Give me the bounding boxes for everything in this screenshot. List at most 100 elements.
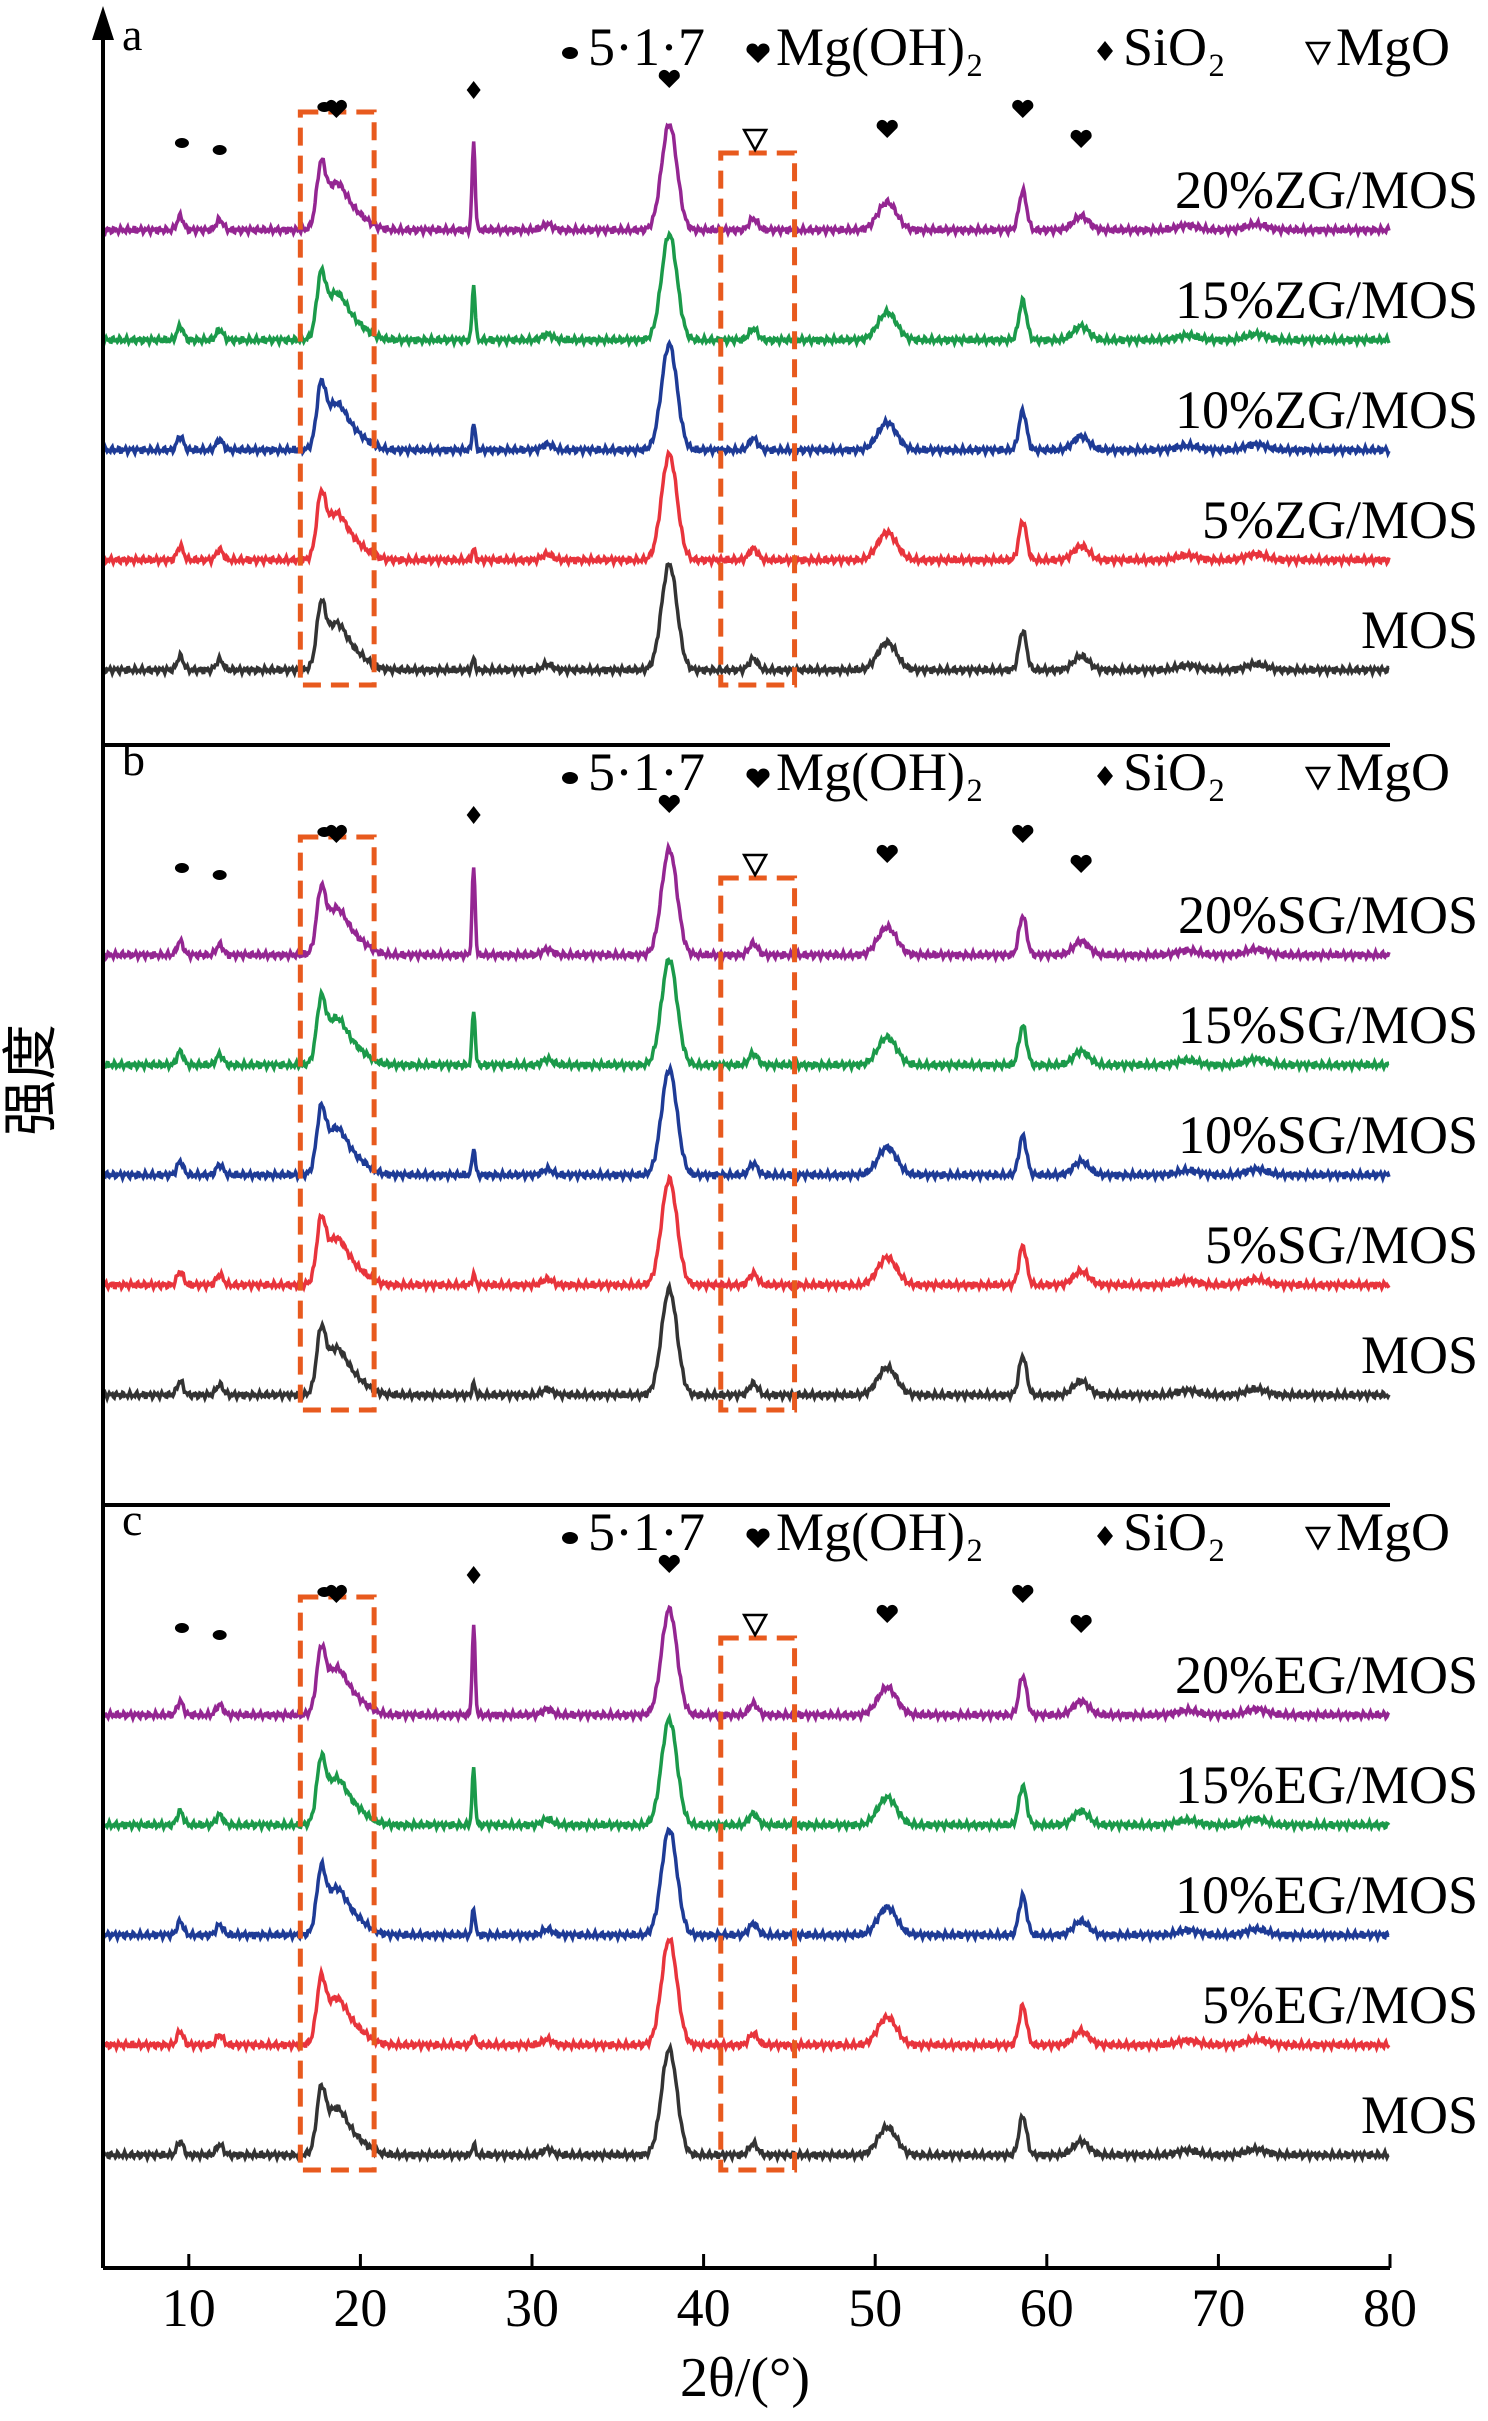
series-label: 5%ZG/MOS xyxy=(1202,490,1478,550)
series-label: 15%EG/MOS xyxy=(1175,1755,1478,1815)
x-tick-label: 70 xyxy=(1191,2278,1245,2338)
legend-label: SiO₂ xyxy=(1123,1502,1226,1562)
series-label: 15%ZG/MOS xyxy=(1175,270,1478,330)
legend-heart-icon xyxy=(746,768,770,788)
series-line xyxy=(102,1826,1390,1944)
panel-letter: a xyxy=(122,9,142,60)
peak-markers xyxy=(174,1554,1092,1640)
panel-letter: b xyxy=(122,734,145,785)
marker-triangle-icon xyxy=(741,1613,769,1638)
marker-dot-icon xyxy=(212,145,227,155)
series-line xyxy=(102,1280,1391,1404)
highlight-box xyxy=(297,1594,377,2173)
marker-heart-icon xyxy=(1012,99,1034,118)
legend-dot-icon xyxy=(562,47,578,59)
series-label: 15%SG/MOS xyxy=(1178,995,1478,1055)
legend: 5·1·7 Mg(OH)₂ SiO₂ MgO xyxy=(562,17,1450,77)
panel-b: b 5·1·7 Mg(OH)₂ SiO₂ MgO 20%SG/MOS 15%SG/MOS 10… xyxy=(101,734,1478,1413)
x-tick-label: 50 xyxy=(848,2278,902,2338)
marker-heart-icon xyxy=(325,1584,347,1603)
series-label: 10%EG/MOS xyxy=(1175,1865,1478,1925)
marker-heart-icon xyxy=(876,119,898,138)
series-label: 20%EG/MOS xyxy=(1175,1645,1478,1705)
series-label: 5%EG/MOS xyxy=(1202,1975,1478,2035)
legend-label: Mg(OH)₂ xyxy=(776,742,984,802)
marker-diamond-icon xyxy=(466,1566,481,1584)
legend-label: Mg(OH)₂ xyxy=(776,17,984,77)
series-line xyxy=(101,448,1391,569)
marker-heart-icon xyxy=(658,794,680,813)
marker-dot-icon xyxy=(212,870,227,880)
legend-label: MgO xyxy=(1336,17,1450,77)
peak-markers xyxy=(174,69,1092,155)
series-label: 20%SG/MOS xyxy=(1178,885,1478,945)
legend: 5·1·7 Mg(OH)₂ SiO₂ MgO xyxy=(562,742,1450,802)
legend-triangle-icon xyxy=(1304,41,1332,66)
series-label: 5%SG/MOS xyxy=(1205,1215,1478,1275)
marker-heart-icon xyxy=(1070,129,1092,148)
legend-heart-icon xyxy=(746,1528,770,1548)
series-line xyxy=(101,841,1391,965)
marker-triangle-icon xyxy=(741,853,769,878)
legend-triangle-icon xyxy=(1304,1526,1332,1551)
legend-label: 5·1·7 xyxy=(588,742,705,802)
series-line xyxy=(101,1604,1391,1724)
marker-heart-icon xyxy=(325,99,347,118)
legend-diamond-icon xyxy=(1097,41,1113,61)
marker-heart-icon xyxy=(658,1554,680,1573)
marker-heart-icon xyxy=(1070,854,1092,873)
highlight-box xyxy=(718,150,798,688)
series-label: MOS xyxy=(1361,1325,1478,1385)
series-line xyxy=(101,1712,1391,1834)
series-line xyxy=(102,956,1390,1074)
marker-dot-icon xyxy=(174,863,189,873)
panel-a: a 5·1·7 Mg(OH)₂ SiO₂ MgO 20%ZG/MOS 15%ZG/MOS 10… xyxy=(101,9,1478,688)
legend-diamond-icon xyxy=(1097,766,1113,786)
marker-heart-icon xyxy=(325,824,347,843)
marker-heart-icon xyxy=(1012,824,1034,843)
legend-dot-icon xyxy=(562,1532,578,1544)
marker-dot-icon xyxy=(212,1630,227,1640)
legend-diamond-icon xyxy=(1097,1526,1113,1546)
x-tick-label: 80 xyxy=(1363,2278,1417,2338)
marker-heart-icon xyxy=(1070,1614,1092,1633)
series-label: MOS xyxy=(1361,600,1478,660)
series-label: MOS xyxy=(1361,2085,1478,2145)
legend-dot-icon xyxy=(562,772,578,784)
marker-triangle-icon xyxy=(741,128,769,153)
legend-label: SiO₂ xyxy=(1123,17,1226,77)
series-label: 10%ZG/MOS xyxy=(1175,380,1478,440)
legend-heart-icon xyxy=(746,43,770,63)
series-line xyxy=(101,562,1390,679)
legend-label: MgO xyxy=(1336,742,1450,802)
series-label: 10%SG/MOS xyxy=(1178,1105,1478,1165)
highlight-box xyxy=(718,875,798,1413)
legend-label: 5·1·7 xyxy=(588,1502,705,1562)
peak-markers xyxy=(174,794,1092,880)
marker-diamond-icon xyxy=(466,81,481,99)
legend: 5·1·7 Mg(OH)₂ SiO₂ MgO xyxy=(562,1502,1450,1562)
panel-c: c 5·1·7 Mg(OH)₂ SiO₂ MgO 20%EG/MOS 15%EG/MOS 10… xyxy=(101,1494,1478,2173)
series-line xyxy=(101,122,1391,240)
x-axis-label: 2θ/(°) xyxy=(680,2347,810,2409)
legend-triangle-icon xyxy=(1304,766,1332,791)
marker-heart-icon xyxy=(658,69,680,88)
series-line xyxy=(101,1936,1391,2054)
marker-dot-icon xyxy=(174,1623,189,1633)
marker-dot-icon xyxy=(174,138,189,148)
x-tick-label: 40 xyxy=(677,2278,731,2338)
x-tick-label: 20 xyxy=(333,2278,387,2338)
y-axis-label: 强度 xyxy=(1,1024,63,1136)
marker-heart-icon xyxy=(876,1604,898,1623)
legend-label: SiO₂ xyxy=(1123,742,1226,802)
series-line xyxy=(101,338,1391,459)
x-tick-label: 10 xyxy=(162,2278,216,2338)
panel-letter: c xyxy=(122,1494,142,1545)
y-axis-arrow-icon xyxy=(92,6,114,40)
series-line xyxy=(101,229,1391,349)
marker-heart-icon xyxy=(876,844,898,863)
marker-heart-icon xyxy=(1012,1584,1034,1603)
legend-label: Mg(OH)₂ xyxy=(776,1502,984,1562)
highlight-box xyxy=(297,834,377,1413)
